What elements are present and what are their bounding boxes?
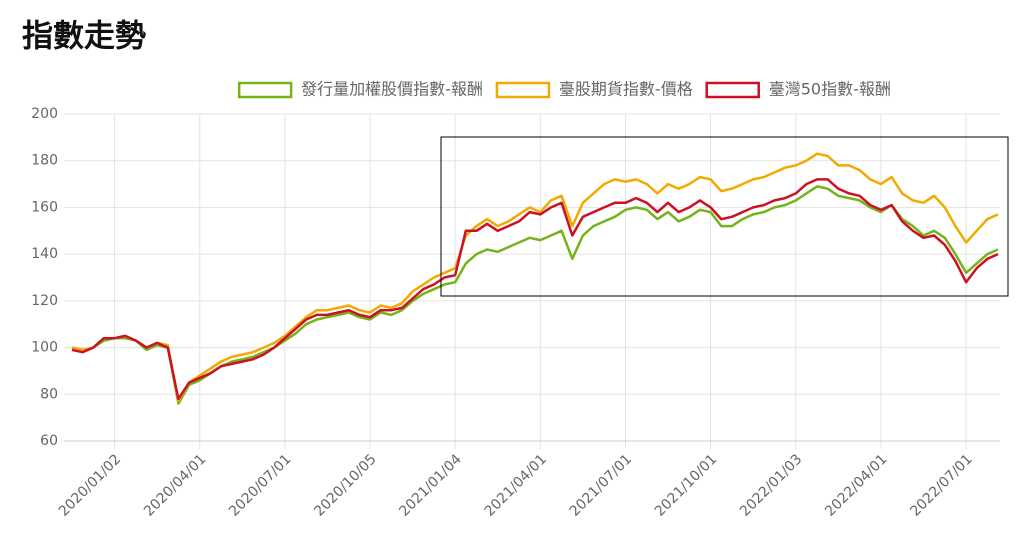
y-tick-label: 180 [31, 153, 58, 169]
legend-swatch [705, 81, 760, 99]
x-tick-label: 2022/01/03 [737, 451, 805, 519]
legend-item: 臺灣50指數-報酬 [705, 80, 891, 99]
legend-swatch [237, 81, 293, 99]
x-tick-label: 2022/07/01 [907, 451, 975, 519]
x-tick-label: 2021/04/01 [482, 451, 550, 519]
series-line [71, 152, 999, 403]
series-line [71, 178, 999, 401]
x-tick-label: 2021/01/04 [396, 451, 464, 519]
y-tick-label: 80 [40, 386, 58, 402]
y-tick-label: 100 [31, 340, 58, 356]
series-line [71, 185, 999, 405]
legend-item: 臺股期貨指數-價格 [495, 80, 693, 99]
x-tick-label: 2021/10/01 [652, 451, 720, 519]
legend-label: 臺股期貨指數-價格 [559, 80, 693, 99]
legend-swatch [495, 81, 551, 99]
x-tick-label: 2020/04/01 [141, 451, 209, 519]
legend-label: 發行量加權股價指數-報酬 [301, 80, 483, 99]
legend: 發行量加權股價指數-報酬 臺股期貨指數-價格 臺灣50指數-報酬 [237, 80, 891, 99]
lines [71, 152, 999, 405]
x-tick-label: 2020/10/05 [311, 451, 379, 519]
y-tick-label: 120 [31, 293, 58, 309]
y-tick-label: 160 [31, 199, 58, 215]
chart-title: 指數走勢 [22, 19, 146, 55]
x-tick-label: 2020/01/02 [56, 451, 124, 519]
x-tick-label: 2021/07/01 [567, 451, 635, 519]
highlight-box [440, 136, 1009, 297]
y-tick-label: 60 [40, 433, 58, 449]
x-tick-label: 2022/04/01 [822, 451, 890, 519]
y-tick-label: 200 [31, 106, 58, 122]
x-tick-label: 2020/07/01 [226, 451, 294, 519]
legend-item: 發行量加權股價指數-報酬 [237, 80, 483, 99]
legend-label: 臺灣50指數-報酬 [769, 80, 891, 99]
y-tick-label: 140 [31, 246, 58, 262]
